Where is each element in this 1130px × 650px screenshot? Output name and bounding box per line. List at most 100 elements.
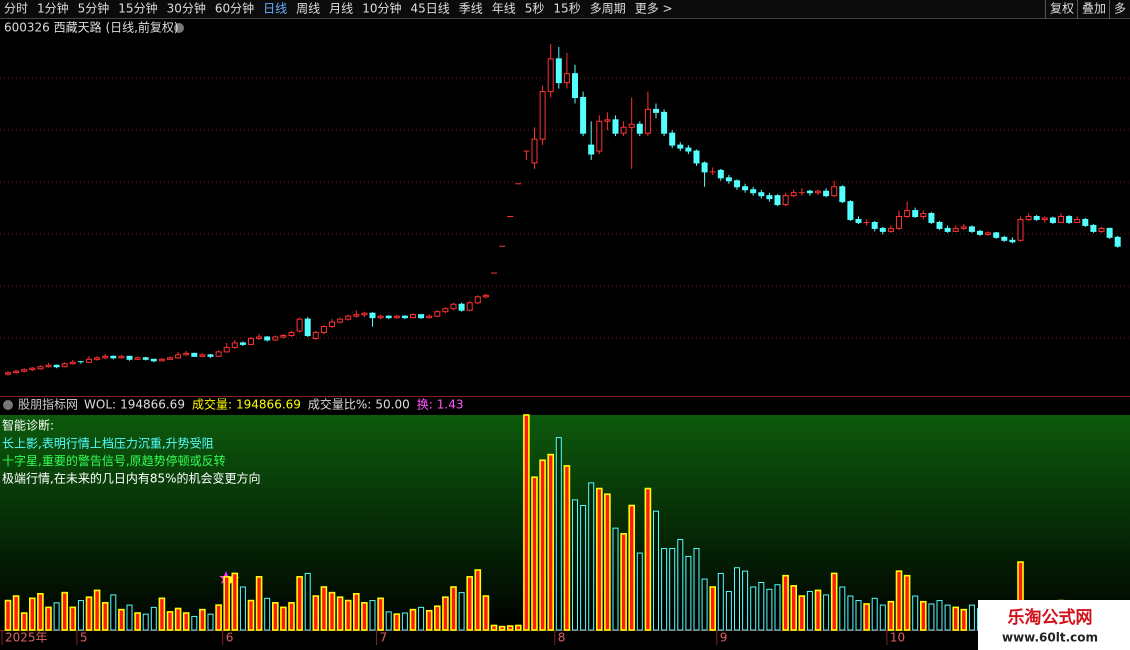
volume-bar bbox=[523, 414, 530, 631]
volume-bar bbox=[814, 589, 822, 631]
volume-bar bbox=[304, 572, 311, 631]
title-menu-icon[interactable] bbox=[174, 23, 184, 33]
candle-body bbox=[1082, 218, 1089, 226]
volume-bar bbox=[85, 596, 93, 631]
candle-body bbox=[426, 315, 433, 319]
candle-body bbox=[53, 364, 60, 368]
period-tab[interactable]: 30分钟 bbox=[167, 1, 206, 16]
volume-bar bbox=[369, 600, 376, 631]
period-tab[interactable]: 60分钟 bbox=[215, 1, 254, 16]
indicator-name: 成交量比%: bbox=[308, 397, 371, 412]
volume-bar bbox=[215, 604, 222, 631]
period-tab[interactable]: 周线 bbox=[296, 2, 320, 16]
toolbar-button[interactable]: 多 bbox=[1114, 2, 1126, 16]
volume-bar bbox=[118, 608, 125, 631]
candle-body bbox=[450, 303, 457, 310]
volume-bar bbox=[61, 591, 69, 631]
candle-body bbox=[248, 337, 254, 345]
volume-bar bbox=[701, 578, 708, 631]
volume-bar bbox=[77, 600, 84, 631]
candle-body bbox=[312, 332, 319, 339]
period-tab[interactable]: 更多 > bbox=[635, 2, 673, 16]
candle-body bbox=[685, 147, 692, 152]
candle-body bbox=[1074, 218, 1081, 223]
period-tab[interactable]: 15分钟 bbox=[118, 1, 157, 16]
candle-body bbox=[879, 227, 886, 232]
date-label: 8 bbox=[558, 631, 566, 645]
period-tab[interactable]: 年线 bbox=[492, 2, 516, 16]
period-tab[interactable]: 45日线 bbox=[410, 2, 449, 16]
indicator-menu-icon[interactable] bbox=[3, 400, 13, 410]
volume-bar bbox=[101, 602, 109, 631]
volume-bar bbox=[677, 538, 684, 631]
candle-body bbox=[928, 213, 935, 223]
volume-bar bbox=[409, 608, 417, 631]
volume-bar bbox=[620, 533, 627, 631]
candle-body bbox=[644, 108, 651, 134]
volume-bar bbox=[336, 596, 344, 631]
volume-bar bbox=[223, 576, 230, 631]
candle-body bbox=[102, 355, 109, 359]
period-tab[interactable]: 季线 bbox=[459, 2, 483, 16]
candle-body bbox=[1025, 216, 1032, 220]
candle-body bbox=[345, 315, 352, 320]
candle-body bbox=[207, 354, 214, 357]
volume-bar bbox=[199, 608, 206, 631]
period-tab[interactable]: 多周期 bbox=[590, 2, 626, 16]
volume-bar bbox=[271, 602, 279, 631]
candle-body bbox=[580, 97, 587, 134]
candle-body bbox=[401, 315, 408, 319]
candle-body bbox=[150, 358, 157, 362]
period-tab[interactable]: 15秒 bbox=[553, 2, 580, 16]
toolbar-button[interactable]: 叠加 bbox=[1082, 2, 1106, 16]
volume-bar bbox=[280, 606, 287, 631]
volume-bar bbox=[134, 612, 141, 631]
date-label: 9 bbox=[720, 631, 728, 645]
volume-bar bbox=[361, 602, 368, 631]
volume-bar bbox=[166, 611, 174, 631]
period-tab[interactable]: 日线 bbox=[263, 2, 287, 16]
volume-bar bbox=[871, 597, 878, 631]
candle-body bbox=[183, 352, 190, 356]
candle-body bbox=[572, 73, 578, 98]
period-tab[interactable]: 1分钟 bbox=[37, 1, 69, 16]
volume-bar bbox=[37, 592, 44, 631]
candle-body bbox=[936, 221, 943, 229]
candle-body bbox=[329, 321, 335, 328]
candle-body bbox=[1017, 218, 1024, 241]
volume-bar bbox=[790, 585, 798, 631]
diagnosis-line: 十字星,重要的警告信号,原趋势停顿或反转 bbox=[2, 453, 226, 468]
candle-body bbox=[1106, 227, 1113, 238]
candle-body bbox=[61, 363, 68, 368]
volume-bar bbox=[863, 603, 870, 631]
period-tab[interactable]: 5分钟 bbox=[78, 1, 110, 16]
indicator-name: 成交量: bbox=[192, 397, 232, 412]
volume-bar bbox=[823, 594, 830, 631]
candle-body bbox=[256, 336, 263, 339]
candle-body bbox=[628, 123, 635, 128]
volume-bar bbox=[110, 594, 117, 631]
period-tab[interactable]: 月线 bbox=[329, 2, 353, 16]
candle-body bbox=[1009, 239, 1016, 243]
candle-body bbox=[920, 213, 927, 217]
candle-body bbox=[215, 351, 222, 357]
candle-body bbox=[734, 180, 740, 188]
candle-body bbox=[604, 119, 611, 122]
period-tab[interactable]: 10分钟 bbox=[362, 1, 401, 16]
volume-bar bbox=[490, 624, 498, 631]
volume-bar bbox=[12, 595, 20, 631]
volume-bar bbox=[547, 453, 555, 631]
volume-bar bbox=[126, 604, 133, 631]
volume-bar bbox=[231, 572, 239, 631]
indicator-value: 1.43 bbox=[437, 398, 464, 412]
candle-body bbox=[21, 369, 28, 372]
indicator-value: 50.00 bbox=[375, 398, 409, 412]
candle-body bbox=[418, 314, 425, 319]
volume-bar bbox=[312, 595, 320, 631]
volume-bar bbox=[207, 613, 214, 631]
candles bbox=[5, 43, 1121, 376]
volume-bar bbox=[531, 476, 538, 631]
toolbar-button[interactable]: 复权 bbox=[1050, 2, 1074, 16]
period-tab[interactable]: 5秒 bbox=[525, 2, 545, 16]
period-tab[interactable]: 分时 bbox=[4, 2, 28, 16]
